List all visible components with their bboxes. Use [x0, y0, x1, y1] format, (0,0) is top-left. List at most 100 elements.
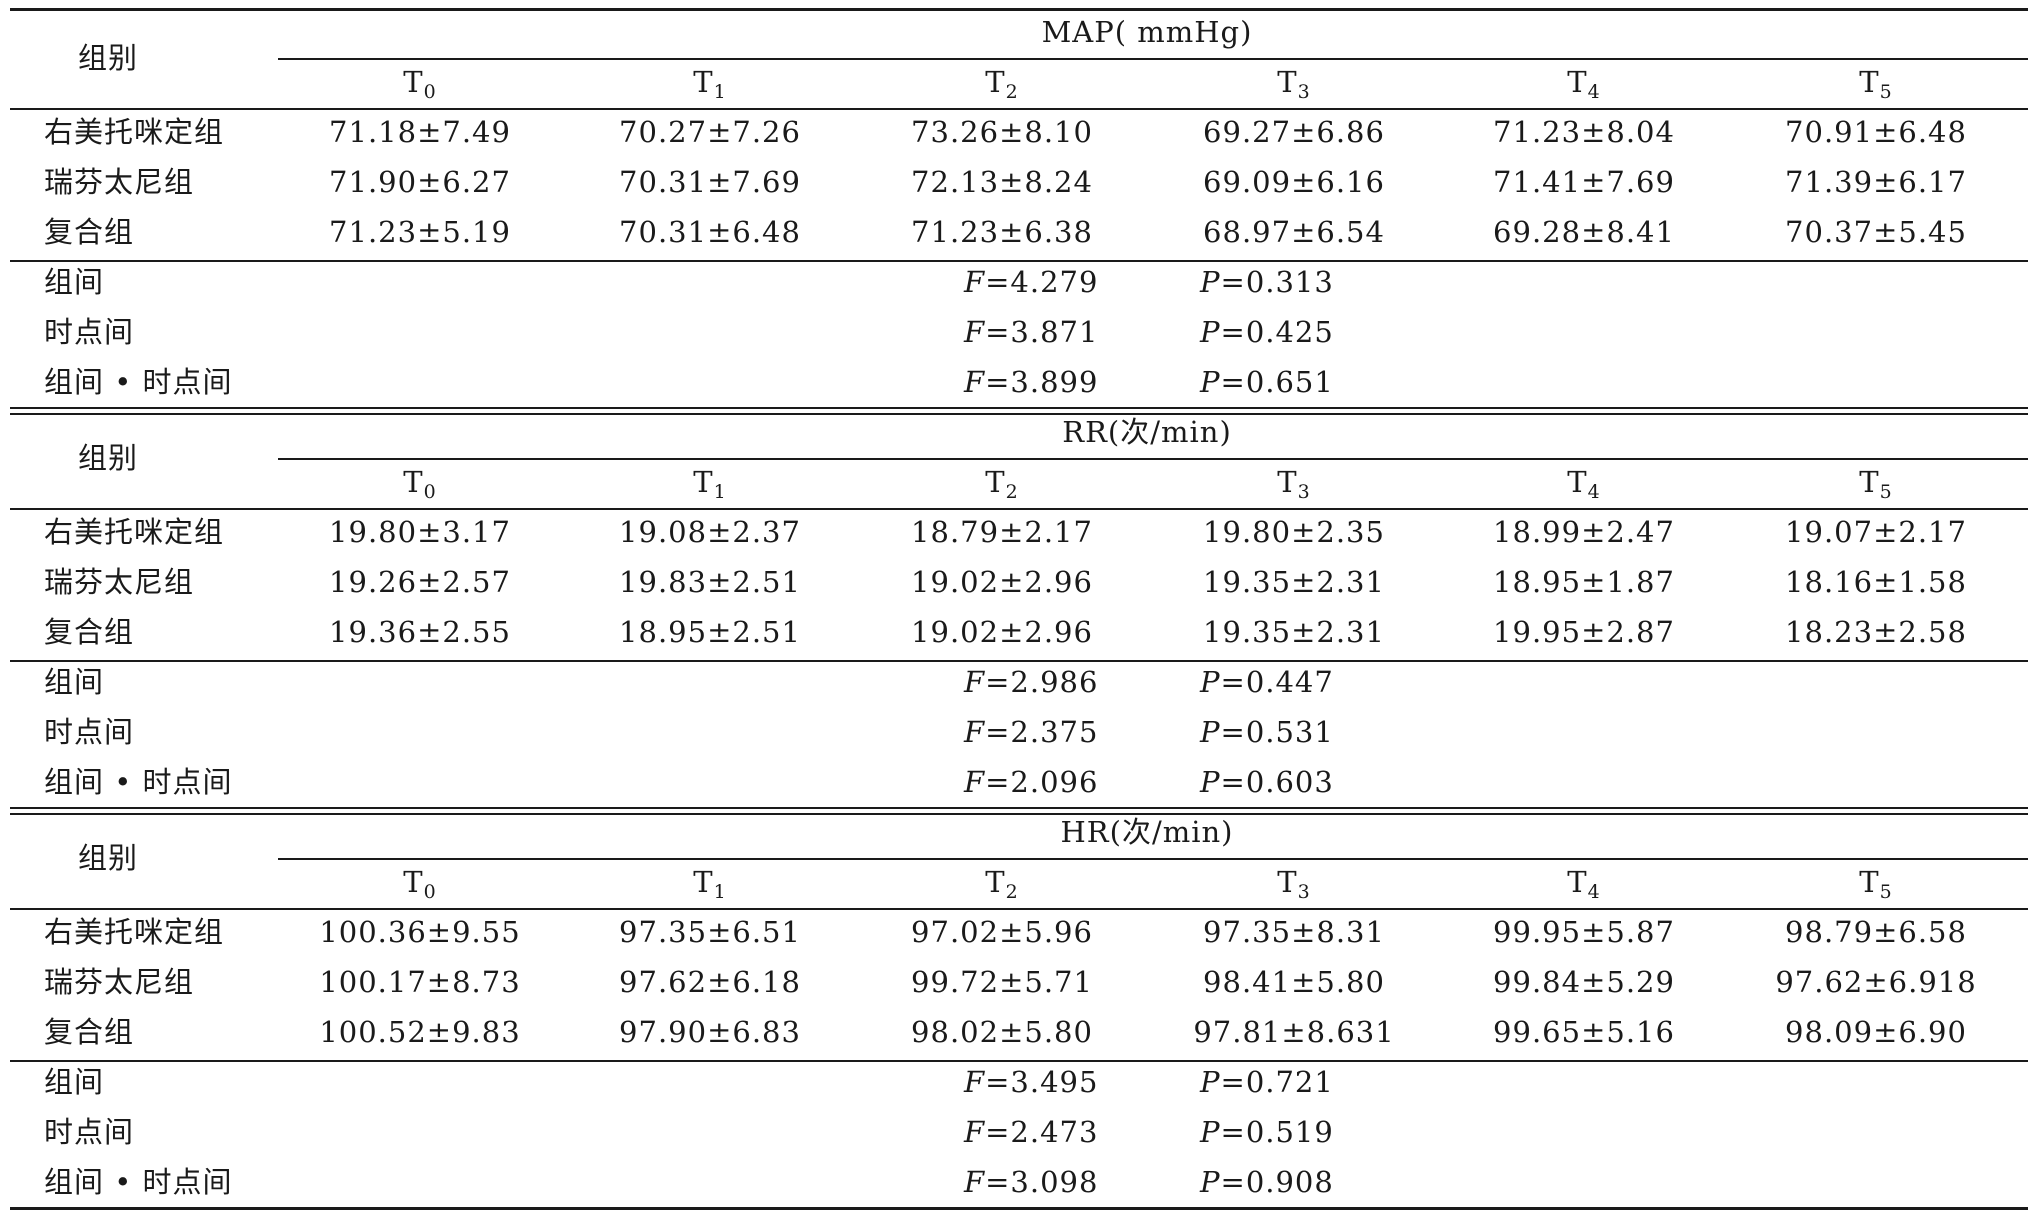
section-3-value-r2-t3: 98.41±5.80	[1203, 965, 1385, 999]
section-3-header-rule	[10, 908, 2028, 910]
p-number: =0.603	[1220, 765, 1334, 799]
section-2-f-value-1: F=2.986	[964, 664, 1098, 700]
col-header-subscript: 3	[1297, 481, 1311, 503]
col-header-base: T	[693, 865, 714, 899]
section-2-value-r1-t2: 18.79±2.17	[911, 515, 1093, 549]
section-3-group-header: 组别	[78, 841, 139, 875]
section-1-title: MAP( mmHg)	[1041, 15, 1253, 49]
col-header-base: T	[985, 465, 1006, 499]
table-bottom-rule	[10, 1207, 2028, 1210]
section-2-group-header: 组别	[78, 441, 139, 475]
section-2-value-r2-t0: 19.26±2.57	[329, 565, 511, 599]
col-header-subscript: 5	[1879, 481, 1893, 503]
section-3-f-value-1: F=3.495	[964, 1064, 1098, 1100]
p-number: =0.313	[1220, 265, 1334, 299]
section-1-p-value-3: P=0.651	[1200, 364, 1334, 400]
section-2-top-rule-b	[10, 413, 2028, 415]
col-header-subscript: 2	[1005, 81, 1019, 103]
section-1-row-label-3: 复合组	[44, 215, 135, 249]
section-2-value-r1-t3: 19.80±2.35	[1203, 515, 1385, 549]
section-3-p-value-1: P=0.721	[1200, 1064, 1334, 1100]
section-3-value-r1-t3: 97.35±8.31	[1203, 915, 1385, 949]
section-1-stat-label-1: 组间	[44, 265, 105, 299]
section-2-title-rule	[278, 458, 2028, 460]
section-3-title: HR(次/min)	[1060, 815, 1234, 849]
section-2-value-r3-t0: 19.36±2.55	[329, 615, 511, 649]
col-header-base: T	[403, 865, 424, 899]
p-number: =0.531	[1220, 715, 1334, 749]
col-header-base: T	[693, 65, 714, 99]
section-2-stat-label-2: 时点间	[44, 715, 135, 749]
section-3-col-header-t0: T0	[403, 864, 436, 902]
p-letter: P	[1200, 265, 1221, 299]
section-3-col-header-t2: T2	[985, 864, 1019, 903]
col-header-subscript: 2	[1005, 881, 1019, 903]
col-header-subscript: 4	[1587, 881, 1601, 903]
p-number: =0.651	[1220, 365, 1334, 399]
section-2-f-value-2: F=2.375	[964, 714, 1098, 750]
col-header-base: T	[403, 465, 424, 499]
section-3-top-rule-b	[10, 813, 2028, 815]
col-header-base: T	[403, 65, 424, 99]
section-1-f-value-3: F=3.899	[964, 364, 1098, 400]
section-2-p-value-1: P=0.447	[1200, 664, 1334, 700]
f-number: =3.098	[985, 1165, 1099, 1199]
col-header-base: T	[985, 65, 1006, 99]
col-header-base: T	[1277, 865, 1298, 899]
section-1-value-r1-t0: 71.18±7.49	[329, 115, 511, 149]
section-2-col-header-t0: T0	[403, 464, 437, 503]
p-number: =0.425	[1220, 315, 1334, 349]
col-header-subscript: 1	[713, 481, 727, 503]
f-number: =3.871	[985, 315, 1099, 349]
section-2-value-r2-t5: 18.16±1.58	[1785, 565, 1967, 599]
section-1-value-r2-t0: 71.90±6.27	[329, 165, 511, 199]
col-header-subscript: 4	[1587, 81, 1601, 103]
section-1-stat-label-2: 时点间	[44, 315, 135, 349]
section-2-col-header-t4: T4	[1567, 464, 1600, 502]
col-header-subscript: 0	[423, 481, 437, 503]
section-2-col-header-t5: T5	[1859, 464, 1893, 503]
col-header-base: T	[1277, 65, 1298, 99]
f-number: =3.899	[985, 365, 1099, 399]
f-number: =4.279	[985, 265, 1099, 299]
section-1-value-r3-t2: 71.23±6.38	[911, 215, 1093, 249]
col-header-subscript: 5	[1879, 81, 1893, 103]
p-number: =0.447	[1220, 665, 1334, 699]
section-1-col-header-t4: T4	[1567, 64, 1601, 103]
section-1-col-header-t0: T0	[403, 64, 436, 102]
section-2-value-r2-t3: 19.35±2.31	[1203, 565, 1385, 599]
section-1-value-r3-t1: 70.31±6.48	[619, 215, 801, 249]
section-1-value-r2-t2: 72.13±8.24	[911, 165, 1093, 199]
section-1-value-r3-t5: 70.37±5.45	[1785, 215, 1967, 249]
col-header-base: T	[1567, 465, 1588, 499]
section-2-p-value-3: P=0.603	[1200, 764, 1334, 800]
p-letter: P	[1200, 665, 1221, 699]
col-header-subscript: 3	[1297, 881, 1311, 903]
f-number: =2.473	[985, 1115, 1099, 1149]
section-1-col-header-t2: T2	[985, 64, 1019, 103]
section-1-stat-label-3: 组间 • 时点间	[44, 365, 233, 399]
section-3-value-r1-t0: 100.36±9.55	[319, 915, 521, 949]
section-1-header-rule	[10, 108, 2028, 110]
section-2-value-r2-t4: 18.95±1.87	[1493, 565, 1675, 599]
col-header-subscript: 2	[1005, 481, 1019, 503]
section-3-value-r1-t4: 99.95±5.87	[1493, 915, 1675, 949]
section-1-p-value-2: P=0.425	[1200, 314, 1334, 350]
section-1-value-r1-t4: 71.23±8.04	[1493, 115, 1675, 149]
section-3-p-value-3: P=0.908	[1200, 1164, 1334, 1200]
section-1-f-value-1: F=4.279	[964, 264, 1098, 300]
section-2-value-r3-t3: 19.35±2.31	[1203, 615, 1385, 649]
section-3-value-r2-t4: 99.84±5.29	[1493, 965, 1675, 999]
section-1-value-r3-t4: 69.28±8.41	[1493, 215, 1675, 249]
section-2-col-header-t3: T3	[1277, 464, 1311, 503]
section-1-row-label-1: 右美托咪定组	[44, 115, 225, 149]
section-1-value-r2-t1: 70.31±7.69	[619, 165, 801, 199]
section-1-value-r1-t5: 70.91±6.48	[1785, 115, 1967, 149]
col-header-base: T	[985, 865, 1006, 899]
f-letter: F	[964, 365, 986, 399]
f-letter: F	[964, 665, 986, 699]
section-1-value-r2-t3: 69.09±6.16	[1203, 165, 1385, 199]
section-3-col-header-t4: T4	[1567, 864, 1601, 903]
p-letter: P	[1200, 315, 1221, 349]
section-3-f-value-2: F=2.473	[964, 1114, 1098, 1150]
